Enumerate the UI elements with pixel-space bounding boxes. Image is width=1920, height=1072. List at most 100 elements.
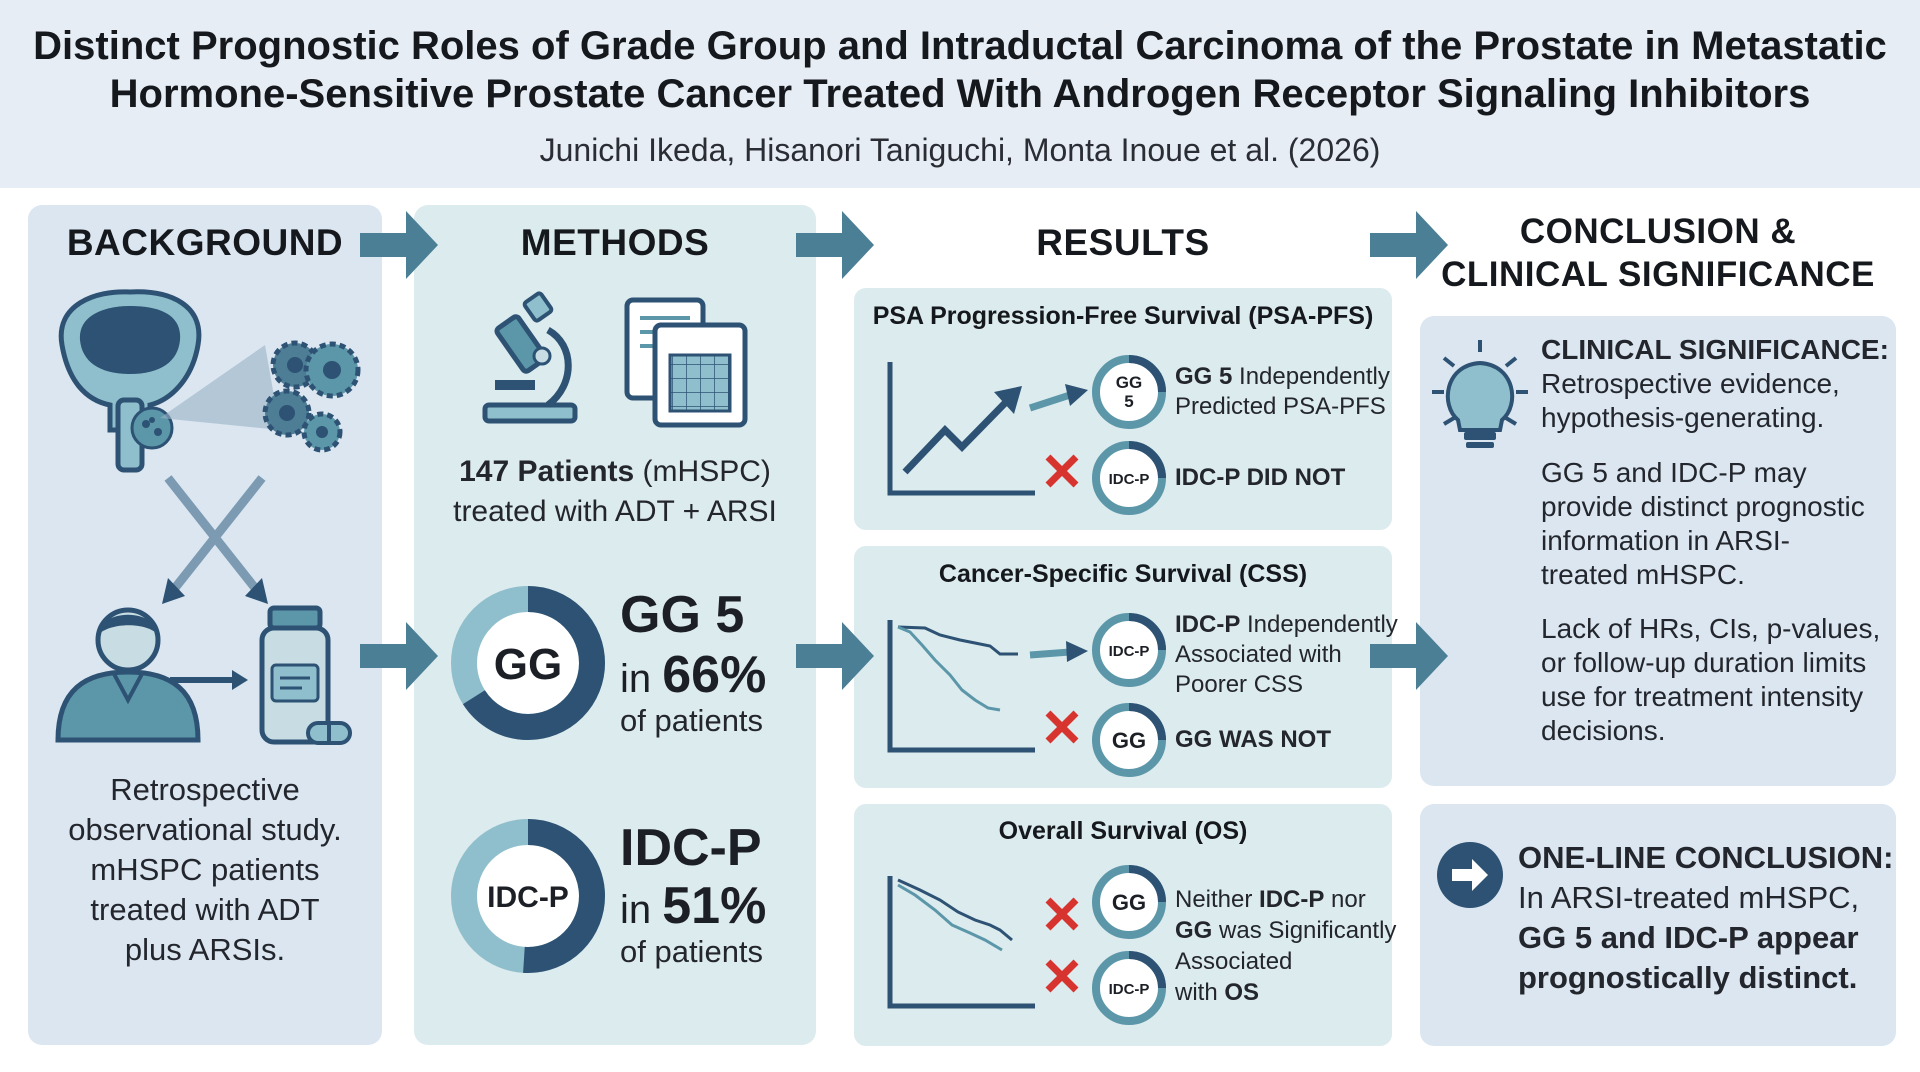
os-text: was Significantly <box>1212 917 1397 944</box>
badge-idcp-text: IDC-P <box>1109 981 1150 998</box>
idcp-donut-chart <box>451 819 605 973</box>
background-line: treated with ADT <box>90 892 320 927</box>
background-description: Retrospective observational study. mHSPC… <box>28 770 382 970</box>
background-line: plus ARSIs. <box>124 932 286 967</box>
conclusion-line: Lack of HRs, CIs, p-values, <box>1541 613 1881 644</box>
one-line-conclusion-line: prognostically distinct. <box>1518 960 1858 995</box>
css-idcp-rest: Independently <box>1240 611 1398 638</box>
conclusion-heading-line2: CLINICAL SIGNIFICANCE <box>1441 255 1875 294</box>
os-title: Overall Survival (OS) <box>998 817 1248 845</box>
patients-count: 147 Patients <box>459 455 635 488</box>
title-line-1: Distinct Prognostic Roles of Grade Group… <box>33 24 1887 68</box>
badge-idcp-css: IDC-P <box>1092 613 1166 687</box>
flow-arrow-icon <box>796 622 874 690</box>
clinical-significance-block: CLINICAL SIGNIFICANCE: Retrospective evi… <box>1541 333 1889 435</box>
pfs-title: PSA Progression-Free Survival (PSA-PFS) <box>872 302 1374 330</box>
spreadsheet-icon <box>624 297 748 428</box>
one-line-conclusion-title: ONE-LINE CONCLUSION: <box>1518 840 1894 875</box>
badge-gg-text: GG <box>1112 890 1146 915</box>
clinical-significance-line: Retrospective evidence, <box>1541 368 1840 399</box>
one-line-conclusion-block: ONE-LINE CONCLUSION: In ARSI-treated mHS… <box>1518 838 1893 998</box>
idcp-in: in <box>620 888 663 932</box>
conclusion-line: information in ARSI- <box>1541 525 1790 556</box>
pfs-idcp-result: IDC-P DID NOT <box>1175 464 1346 491</box>
idcp-of-patients: of patients <box>620 934 764 969</box>
methods-heading: METHODS <box>520 222 710 263</box>
one-line-conclusion-panel <box>1420 804 1896 1046</box>
small-arrow-icon <box>1028 384 1088 412</box>
os-text-bold: OS <box>1224 979 1260 1006</box>
methods-patients: 147 Patients (mHSPC) treated with ADT + … <box>414 452 816 532</box>
authors: Junichi Ikeda, Hisanori Taniguchi, Monta… <box>539 132 1381 168</box>
idcp-ring-label: IDC-P <box>487 881 569 914</box>
pfs-gg-result: GG 5 Independently Predicted PSA-PFS <box>1175 362 1390 422</box>
pfs-gg-line2: Predicted PSA-PFS <box>1175 393 1386 420</box>
pfs-gg-rest: Independently <box>1232 363 1390 390</box>
cross-arrows-icon <box>162 475 268 604</box>
flow-arrow-icon <box>360 622 438 690</box>
os-text: nor <box>1324 886 1366 913</box>
cells-icon <box>262 340 361 453</box>
results-heading: RESULTS <box>1036 222 1210 263</box>
red-x-icon <box>1045 897 1079 931</box>
badge-gg-os: GG <box>1092 865 1166 939</box>
os-text: with <box>1175 979 1225 1006</box>
patients-type: (mHSPC) <box>634 455 771 488</box>
km-curve-chart-icon <box>887 620 1035 753</box>
idcp-percent-line: in 51% <box>620 876 766 936</box>
treatment-text: treated with ADT + ARSI <box>453 495 777 528</box>
conclusion-line: provide distinct prognostic <box>1541 491 1865 522</box>
gg5-of-patients: of patients <box>620 703 764 738</box>
km-curve-chart-icon <box>887 876 1035 1009</box>
small-arrow-icon <box>170 670 248 690</box>
flow-arrow-icon <box>360 211 438 279</box>
pfs-gg-bold: GG 5 <box>1175 363 1233 390</box>
zoom-beam <box>160 345 280 430</box>
medicine-bottle-icon <box>259 605 352 745</box>
gg5-big-label: GG 5 <box>620 586 745 644</box>
flow-arrow-icon <box>796 211 874 279</box>
poster-title: Distinct Prognostic Roles of Grade Group… <box>20 22 1900 118</box>
background-line: mHSPC patients <box>90 852 320 887</box>
clinical-significance-line: hypothesis-generating. <box>1541 402 1825 433</box>
badge-gg5-pfs: GG 5 <box>1092 355 1166 429</box>
idcp-percent: 51% <box>662 877 767 935</box>
css-gg-result: GG WAS NOT <box>1175 726 1331 753</box>
conclusion-line: decisions. <box>1541 715 1666 746</box>
lightbulb-icon <box>1432 340 1528 448</box>
css-idcp-bold: IDC-P <box>1175 611 1241 638</box>
background-line: observational study. <box>68 812 342 847</box>
header: Distinct Prognostic Roles of Grade Group… <box>0 0 1920 188</box>
css-title: Cancer-Specific Survival (CSS) <box>938 560 1308 588</box>
patient-icon <box>55 607 201 743</box>
badge-gg-css: GG <box>1092 703 1166 777</box>
gg-percent-arc <box>451 586 605 740</box>
badge-idcp-text: IDC-P <box>1109 643 1150 660</box>
red-x-icon <box>1045 454 1079 488</box>
gg5-percent: 66% <box>662 646 767 704</box>
badge-gg5-line1: GG <box>1116 373 1142 392</box>
microscope-icon <box>482 291 578 424</box>
idcp-big-label: IDC-P <box>620 819 762 877</box>
conclusion-paragraph-2: GG 5 and IDC-P may provide distinct prog… <box>1541 456 1865 592</box>
conclusion-heading-line1: CONCLUSION & <box>1519 212 1797 251</box>
idcp-percent-arc <box>451 819 605 973</box>
conclusion-heading: CONCLUSION & CLINICAL SIGNIFICANCE <box>1420 210 1896 296</box>
os-result: Neither IDC-P nor GG was Significantly A… <box>1175 884 1396 1008</box>
gg-donut-chart <box>451 586 605 740</box>
one-line-conclusion-line: GG 5 and IDC-P appear <box>1518 920 1859 955</box>
arrow-circle-icon <box>1437 842 1503 908</box>
clinical-significance-title: CLINICAL SIGNIFICANCE: <box>1541 334 1889 365</box>
conclusion-line: use for treatment intensity <box>1541 681 1864 712</box>
prostate-icon <box>58 289 202 473</box>
small-arrow-icon <box>1029 641 1088 662</box>
css-idcp-line2: Associated with <box>1175 641 1342 668</box>
one-line-conclusion-line: In ARSI-treated mHSPC, <box>1518 880 1860 915</box>
conclusion-line: treated mHSPC. <box>1541 559 1745 590</box>
os-text-bold: GG <box>1175 917 1213 944</box>
rising-line-chart-icon <box>887 362 1035 496</box>
css-idcp-result: IDC-P Independently Associated with Poor… <box>1175 610 1398 700</box>
badge-gg5-line2: 5 <box>1124 392 1133 411</box>
badge-idcp-pfs: IDC-P <box>1092 441 1166 515</box>
